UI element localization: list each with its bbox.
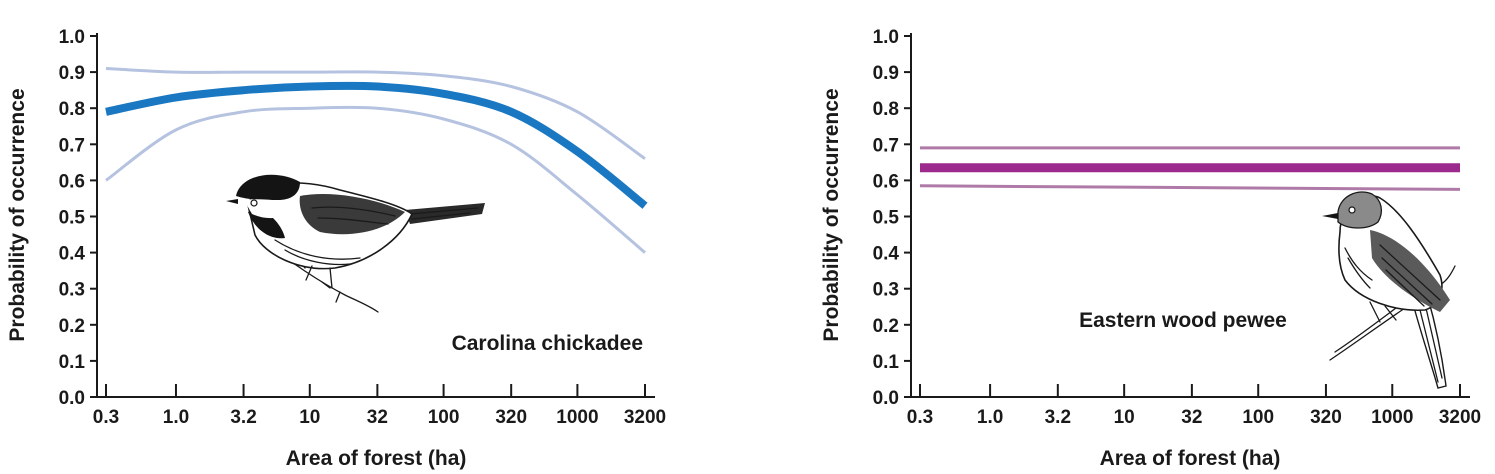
x-tick-label: 100 — [1242, 407, 1274, 428]
chickadee-illustration — [226, 174, 485, 313]
x-axis-title: Area of forest (ha) — [1100, 447, 1281, 470]
chart-panel-pewee: 0.0 0.1 0.2 0.3 0.4 0.5 0.6 0.7 0.8 0.9 1.0 0.3 1.0 3… — [820, 27, 1481, 470]
x-tick-label: 320 — [1310, 407, 1342, 428]
x-axis-title: Area of forest (ha) — [286, 447, 467, 470]
x-tick-label: 32 — [367, 407, 388, 428]
species-label-pewee: Eastern wood pewee — [1079, 309, 1287, 332]
y-tick-label: 0.2 — [873, 316, 899, 337]
y-tick-label: 0.8 — [59, 99, 85, 120]
y-tick-label: 0.9 — [873, 63, 899, 84]
x-tick-label: 320 — [495, 407, 527, 428]
x-tick-label: 1.0 — [163, 407, 189, 428]
x-tick-label: 10 — [299, 407, 320, 428]
x-tick-label: 0.3 — [907, 407, 933, 428]
y-tick-label: 0.1 — [59, 352, 86, 373]
series-line-lower — [919, 184, 1461, 191]
species-label-chickadee: Carolina chickadee — [452, 332, 643, 355]
x-tick-label: 1.0 — [977, 407, 1003, 428]
pewee-illustration — [1322, 191, 1456, 389]
y-tick-label: 0.5 — [59, 208, 86, 229]
y-tick-label: 0.2 — [59, 316, 85, 337]
series-line-upper — [105, 67, 646, 160]
y-tick-label: 1.0 — [59, 27, 85, 48]
x-tick-label: 1000 — [556, 407, 598, 428]
x-tick-label: 100 — [428, 407, 460, 428]
y-tick-label: 0.8 — [873, 99, 899, 120]
y-tick-label: 0.9 — [59, 63, 85, 84]
x-tick-label: 0.3 — [93, 407, 119, 428]
y-axis-title: Probability of occurrence — [6, 88, 29, 341]
y-tick-label: 0.3 — [873, 280, 899, 301]
x-tick-label: 3200 — [624, 407, 666, 428]
x-tick-label: 10 — [1114, 407, 1135, 428]
y-tick-label: 0.4 — [59, 244, 86, 265]
y-tick-label: 0.7 — [873, 135, 899, 156]
x-tick-label: 3.2 — [230, 407, 256, 428]
y-tick-label: 0.0 — [873, 388, 899, 409]
y-tick-label: 0.6 — [59, 171, 85, 192]
y-tick-label: 0.4 — [873, 244, 900, 265]
series-line-lower — [105, 105, 646, 254]
series-line-estimate — [105, 81, 648, 209]
x-tick-label: 3.2 — [1045, 407, 1071, 428]
y-tick-label: 0.5 — [873, 208, 900, 229]
x-tick-label: 32 — [1181, 407, 1202, 428]
y-axis-title: Probability of occurrence — [820, 88, 843, 341]
y-tick-label: 0.3 — [59, 280, 85, 301]
y-tick-label: 0.7 — [59, 135, 85, 156]
y-tick-label: 0.0 — [59, 388, 85, 409]
x-tick-label: 3200 — [1439, 407, 1481, 428]
y-tick-label: 0.6 — [873, 171, 899, 192]
x-tick-label: 1000 — [1371, 407, 1413, 428]
y-tick-label: 1.0 — [873, 27, 899, 48]
chart-panel-chickadee: 0.0 0.1 0.2 0.3 0.4 0.5 0.6 0.7 0.8 0.9 1.0 0.3 1.0 3… — [6, 27, 666, 470]
y-tick-label: 0.1 — [873, 352, 900, 373]
